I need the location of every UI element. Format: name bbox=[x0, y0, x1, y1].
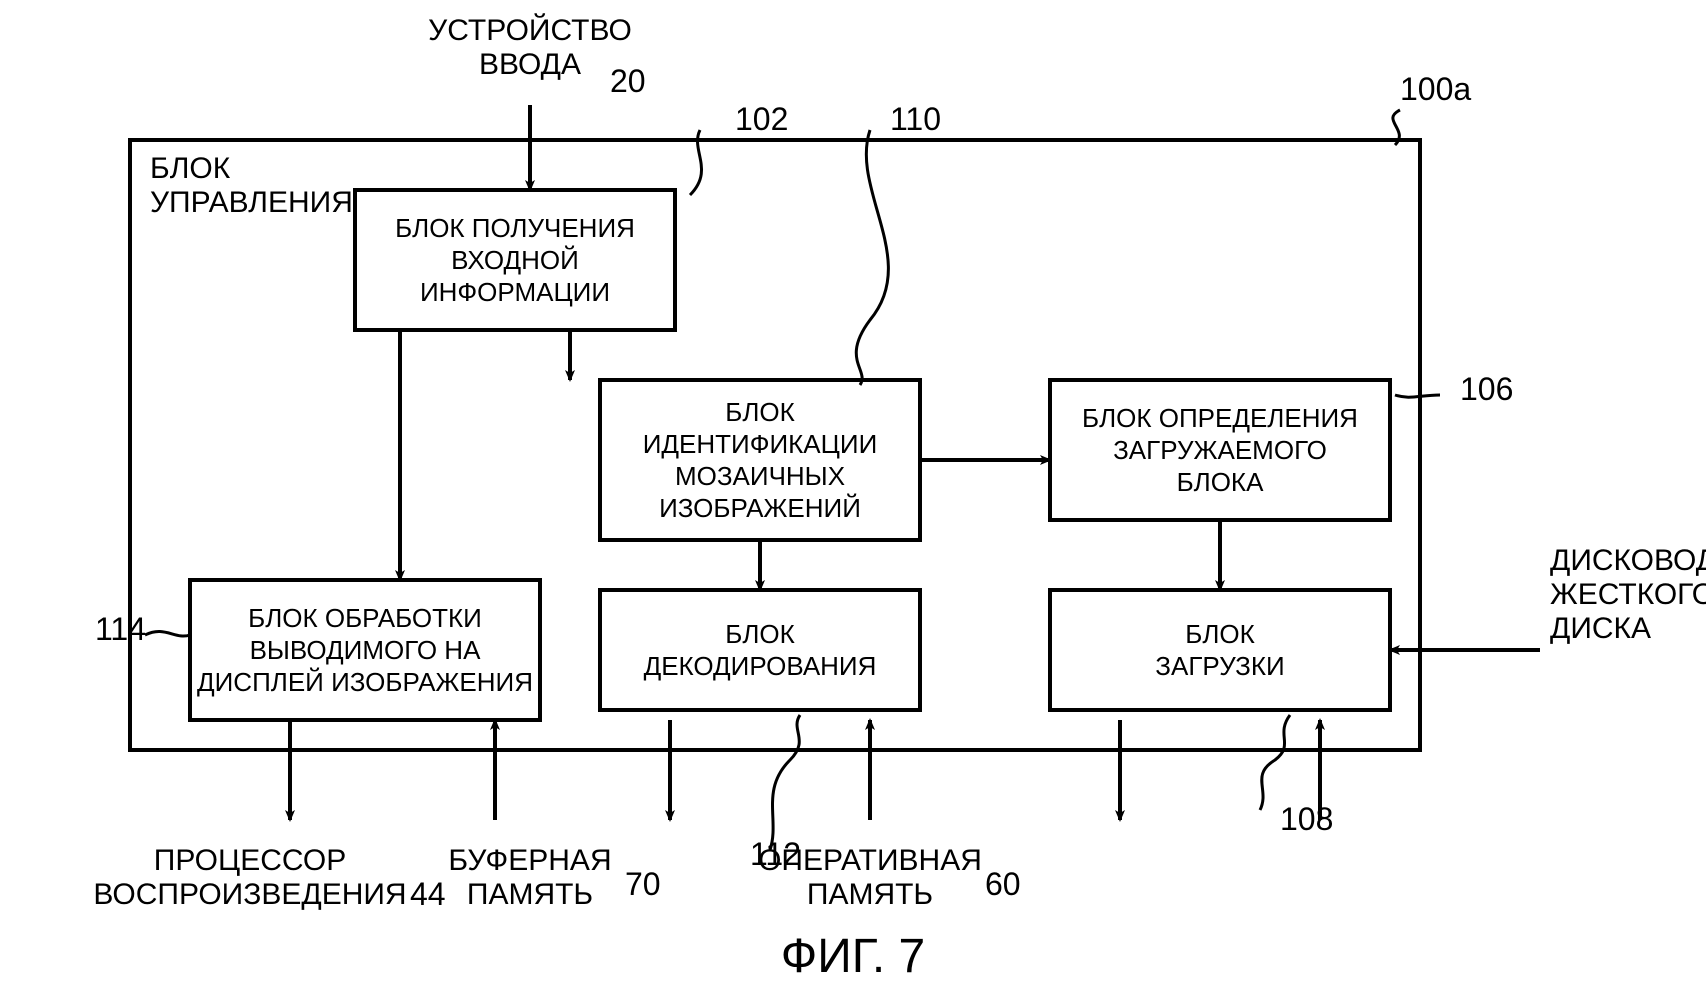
leader-4 bbox=[145, 631, 190, 636]
load_block-ref: 108 bbox=[1280, 801, 1333, 837]
proc-ref: 44 bbox=[410, 876, 446, 912]
ident_block-ref: 110 bbox=[890, 101, 941, 137]
ram-ref: 60 bbox=[985, 866, 1021, 902]
leader-3 bbox=[1395, 395, 1440, 397]
hdd-ext-label: ДИСКОВОДЖЕСТКОГОДИСКА bbox=[1550, 544, 1706, 645]
decode_block-ref: 112 bbox=[750, 836, 801, 872]
buf_mem-ext-label: БУФЕРНАЯПАМЯТЬ bbox=[448, 844, 611, 911]
decode_block-box bbox=[600, 590, 920, 710]
recv_block-ref: 102 bbox=[735, 101, 788, 137]
disp_block-ref: 114 bbox=[95, 611, 146, 647]
control-unit-label: БЛОКУПРАВЛЕНИЯ bbox=[150, 152, 353, 219]
proc-ext-label: ПРОЦЕССОРВОСПРОИЗВЕДЕНИЯ bbox=[93, 844, 406, 911]
input_device-ext-label: УСТРОЙСТВОВВОДА bbox=[428, 13, 632, 81]
leader-1 bbox=[856, 130, 888, 385]
load_block-box bbox=[1050, 590, 1390, 710]
load_def_block-ref: 106 bbox=[1460, 371, 1513, 407]
figure-caption: ФИГ. 7 bbox=[781, 930, 926, 983]
buf_mem-ref: 70 bbox=[625, 866, 661, 902]
main_ref-ref: 100a bbox=[1400, 71, 1471, 107]
leader-5 bbox=[770, 715, 800, 850]
input_device-ref: 20 bbox=[610, 63, 646, 99]
leader-6 bbox=[1260, 715, 1290, 810]
